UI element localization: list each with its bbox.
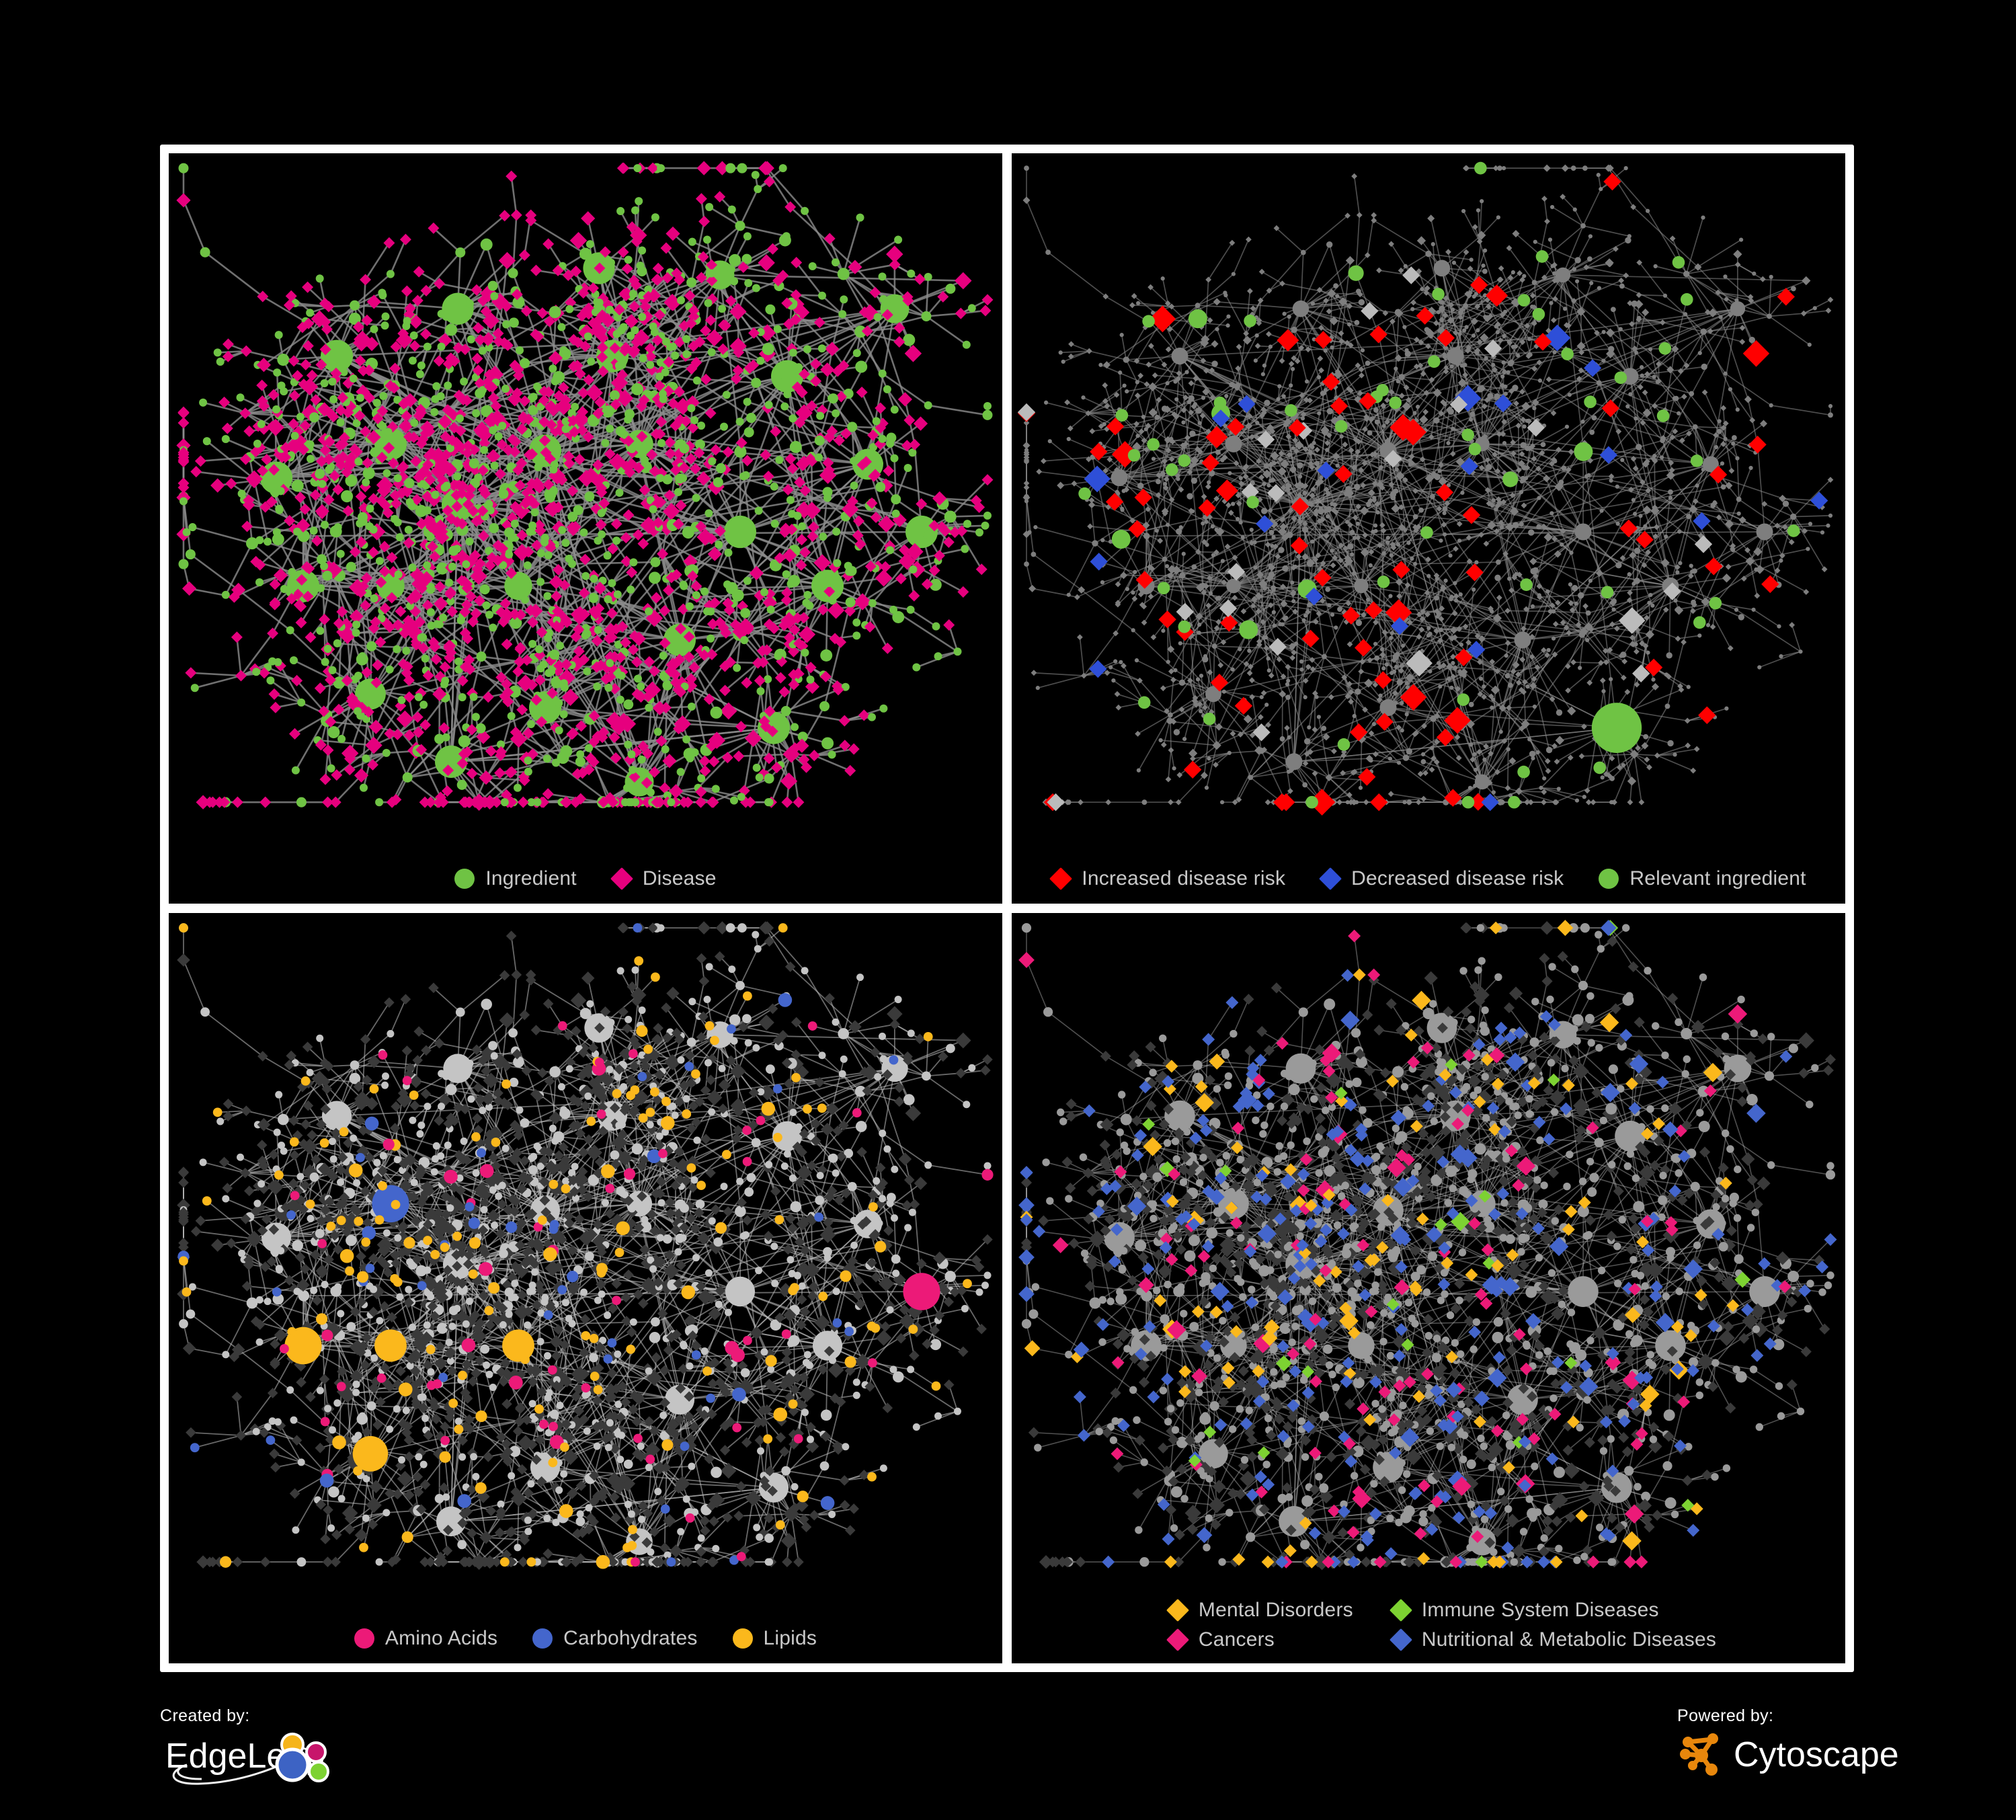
legend-label: Carbohydrates (563, 1627, 698, 1649)
legend-label: Immune System Diseases (1421, 1599, 1659, 1621)
legend-label: Ingredient (485, 867, 577, 889)
ingredient-circle-icon (454, 869, 475, 889)
legend-disease-risk: Increased disease risk Decreased disease… (1012, 867, 1845, 890)
panel-disease-classes[interactable]: Mental Disorders Immune System Diseases … (1012, 913, 1845, 1663)
amino-acids-circle-icon (354, 1628, 374, 1649)
legend-label: Mental Disorders (1198, 1599, 1353, 1621)
legend-label: Lipids (763, 1627, 817, 1649)
panel-disease-risk[interactable]: Increased disease risk Decreased disease… (1012, 153, 1845, 904)
legend-item-cancers[interactable]: Cancers (1166, 1628, 1353, 1651)
powered-by-cytoscape[interactable]: Powered by: (1677, 1706, 1899, 1780)
footer: Created by: EdgeLeap (0, 1688, 2016, 1820)
legend-label: Amino Acids (385, 1627, 498, 1649)
legend-label: Disease (642, 867, 717, 889)
legend-item-lipids[interactable]: Lipids (732, 1627, 817, 1649)
legend-label: Decreased disease risk (1351, 867, 1564, 889)
lipids-circle-icon (732, 1628, 753, 1649)
cytoscape-logo: Cytoscape (1677, 1730, 1899, 1780)
legend-label: Increased disease risk (1082, 867, 1286, 889)
network-canvas-disease-risk[interactable] (1012, 153, 1845, 904)
nutritional-metabolic-diamond-icon (1389, 1628, 1412, 1651)
panel-ingredient-classes[interactable]: Amino Acids Carbohydrates Lipids (169, 913, 1002, 1663)
cancers-diamond-icon (1166, 1628, 1189, 1651)
panel-ingredient-disease[interactable]: Ingredient Disease (169, 153, 1002, 904)
created-by-edgeleap[interactable]: Created by: EdgeLeap (160, 1706, 362, 1788)
cytoscape-logo-mark (1680, 1733, 1718, 1776)
legend-item-amino-acids[interactable]: Amino Acids (354, 1628, 497, 1649)
legend-item-decreased-risk[interactable]: Decreased disease risk (1319, 867, 1564, 890)
legend-item-ingredient[interactable]: Ingredient (454, 867, 577, 889)
network-canvas-disease-classes[interactable] (1012, 913, 1845, 1663)
legend-item-immune-system-diseases[interactable]: Immune System Diseases (1389, 1599, 1716, 1622)
legend-item-disease[interactable]: Disease (610, 867, 717, 890)
decreased-risk-diamond-icon (1319, 867, 1342, 890)
edgeleap-logo: EdgeLeap (160, 1730, 362, 1788)
network-canvas-ingredient-disease[interactable] (169, 153, 1002, 904)
legend-item-relevant-ingredient[interactable]: Relevant ingredient (1599, 869, 1806, 889)
legend-item-increased-risk[interactable]: Increased disease risk (1049, 867, 1286, 890)
network-canvas-ingredient-classes[interactable] (169, 913, 1002, 1663)
legend-item-mental-disorders[interactable]: Mental Disorders (1166, 1599, 1353, 1622)
panel-grid: Ingredient Disease Increased disease ris… (160, 145, 1854, 1672)
legend-ingredient-disease: Ingredient Disease (169, 867, 1002, 890)
powered-by-label: Powered by: (1677, 1706, 1774, 1725)
legend-label: Relevant ingredient (1629, 867, 1806, 889)
carbohydrates-circle-icon (532, 1628, 553, 1649)
relevant-ingredient-circle-icon (1599, 869, 1619, 889)
disease-diamond-icon (610, 867, 633, 890)
created-by-label: Created by: (160, 1706, 250, 1725)
legend-ingredient-classes: Amino Acids Carbohydrates Lipids (169, 1628, 1002, 1649)
immune-system-diseases-diamond-icon (1389, 1599, 1412, 1622)
increased-risk-diamond-icon (1049, 867, 1073, 890)
edgeleap-logo-mark: EdgeLeap (165, 1733, 329, 1785)
cytoscape-wordmark: Cytoscape (1734, 1735, 1899, 1774)
legend-disease-classes: Mental Disorders Immune System Diseases … (1012, 1599, 1845, 1651)
mental-disorders-diamond-icon (1166, 1599, 1189, 1622)
legend-item-nutritional-metabolic-diseases[interactable]: Nutritional & Metabolic Diseases (1389, 1628, 1717, 1651)
legend-item-carbohydrates[interactable]: Carbohydrates (532, 1628, 697, 1649)
legend-label: Nutritional & Metabolic Diseases (1421, 1628, 1717, 1651)
legend-label: Cancers (1198, 1628, 1275, 1651)
